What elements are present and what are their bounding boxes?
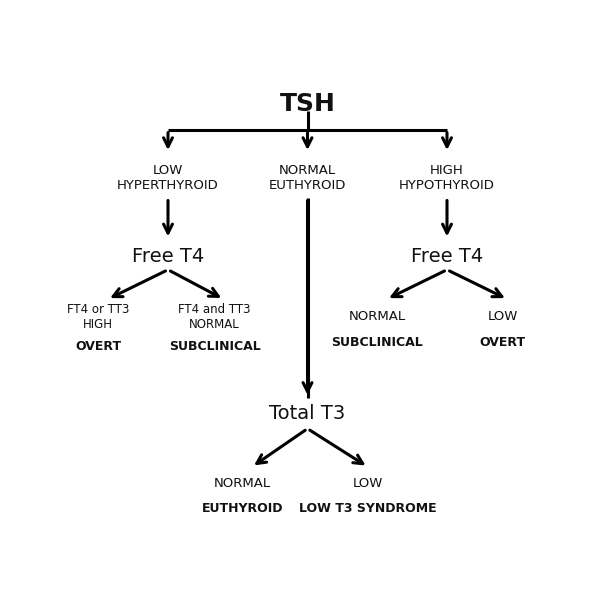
Text: OVERT: OVERT xyxy=(480,336,526,349)
Text: NORMAL
EUTHYROID: NORMAL EUTHYROID xyxy=(269,164,346,192)
Text: LOW
HYPERTHYROID: LOW HYPERTHYROID xyxy=(117,164,219,192)
Text: HIGH
HYPOTHYROID: HIGH HYPOTHYROID xyxy=(399,164,495,192)
Text: Total T3: Total T3 xyxy=(269,404,346,424)
Text: NORMAL: NORMAL xyxy=(214,476,271,490)
Text: SUBCLINICAL: SUBCLINICAL xyxy=(331,336,423,349)
Text: SUBCLINICAL: SUBCLINICAL xyxy=(169,340,260,353)
Text: FT4 and TT3
NORMAL: FT4 and TT3 NORMAL xyxy=(178,303,251,331)
Text: OVERT: OVERT xyxy=(75,340,121,353)
Text: EUTHYROID: EUTHYROID xyxy=(202,502,283,515)
Text: LOW: LOW xyxy=(353,476,383,490)
Text: Free T4: Free T4 xyxy=(411,247,483,266)
Text: LOW T3 SYNDROME: LOW T3 SYNDROME xyxy=(299,502,437,515)
Text: FT4 or TT3
HIGH: FT4 or TT3 HIGH xyxy=(67,303,130,331)
Text: Free T4: Free T4 xyxy=(132,247,204,266)
Text: TSH: TSH xyxy=(280,92,335,116)
Text: NORMAL: NORMAL xyxy=(349,310,406,323)
Text: LOW: LOW xyxy=(488,310,518,323)
